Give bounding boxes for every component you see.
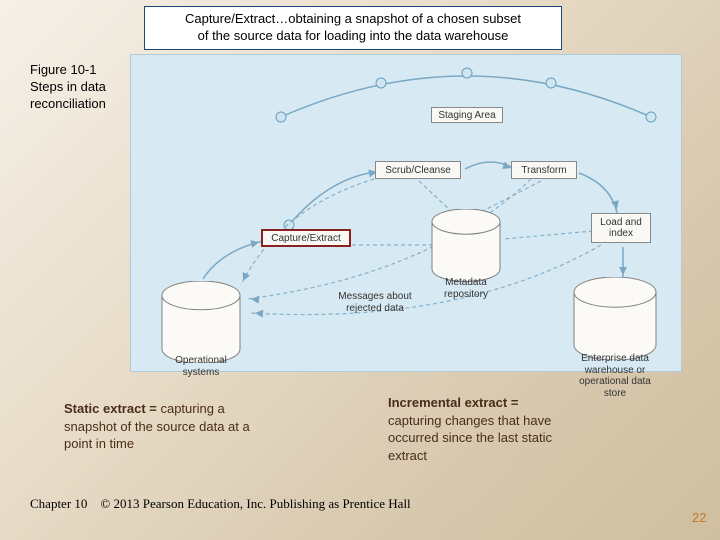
- static-extract-def: Static extract = capturing a snapshot of…: [64, 400, 324, 453]
- cylinder-operational: [161, 281, 241, 363]
- cylinder-label-operational: Operationalsystems: [151, 355, 251, 378]
- cylinder-edw: [573, 277, 657, 360]
- incr-l1: capturing changes that have: [388, 413, 551, 428]
- page-number: 22: [692, 510, 706, 525]
- process-scrub: Scrub/Cleanse: [375, 161, 461, 179]
- static-bold: Static extract =: [64, 401, 160, 416]
- static-l1: capturing a: [160, 401, 224, 416]
- footer: Chapter 10 © 2013 Pearson Education, Inc…: [30, 496, 411, 512]
- static-l2: snapshot of the source data at a: [64, 419, 250, 434]
- title-line-1: Capture/Extract…obtaining a snapshot of …: [185, 11, 521, 26]
- incr-l2: occurred since the last static: [388, 430, 552, 445]
- process-transform: Transform: [511, 161, 577, 179]
- process-load: Load and index: [591, 213, 651, 243]
- incr-bold: Incremental extract =: [388, 395, 518, 410]
- incr-l3: extract: [388, 448, 427, 463]
- process-staging_area: Staging Area: [431, 107, 503, 123]
- cylinder-metadata: [431, 209, 501, 282]
- chapter-label: Chapter 10: [30, 496, 87, 511]
- figure-label-l2: Steps in data: [30, 79, 106, 94]
- figure-label: Figure 10-1 Steps in data reconciliation: [30, 62, 106, 113]
- rejected-data-label: Messages aboutrejected data: [325, 291, 425, 314]
- figure-label-l3: reconciliation: [30, 96, 106, 111]
- copyright-text: © 2013 Pearson Education, Inc. Publishin…: [100, 496, 410, 511]
- static-l3: point in time: [64, 436, 134, 451]
- cylinder-label-metadata: Metadatarepository: [416, 277, 516, 300]
- process-capture: Capture/Extract: [261, 229, 351, 247]
- incremental-extract-def: Incremental extract = capturing changes …: [388, 394, 648, 464]
- cylinder-label-edw: Enterprise datawarehouse oroperational d…: [565, 353, 665, 399]
- title-box: Capture/Extract…obtaining a snapshot of …: [144, 6, 562, 50]
- reconciliation-diagram: Metadatarepository Operationalsystems En…: [130, 54, 682, 372]
- figure-label-l1: Figure 10-1: [30, 62, 96, 77]
- title-line-2: of the source data for loading into the …: [198, 28, 509, 43]
